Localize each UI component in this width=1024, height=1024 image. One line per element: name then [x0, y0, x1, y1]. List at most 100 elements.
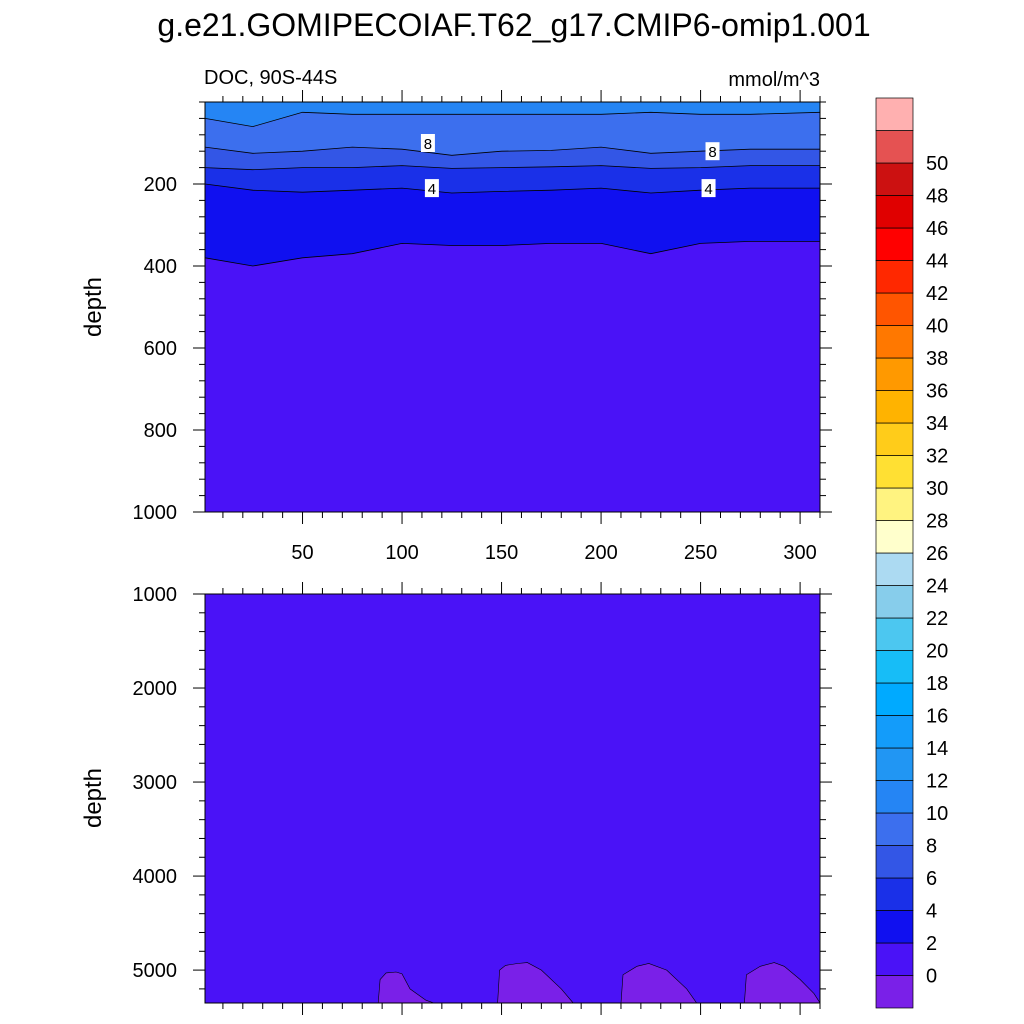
- colorbar-swatch-14: [875, 520, 914, 554]
- colorbar-tick-label-17: 34: [926, 413, 948, 435]
- figure-title: g.e21.GOMIPECOIAF.T62_g17.CMIP6-omip1.00…: [157, 7, 870, 43]
- colorbar-swatch-16: [875, 455, 914, 489]
- upper-band-below-2: [205, 241, 820, 512]
- colorbar-swatch-8: [875, 715, 914, 749]
- upper-x-tick-label-0: 50: [291, 542, 313, 564]
- colorbar-swatch-6: [875, 780, 914, 814]
- upper-y-tick-label-1: 400: [144, 256, 177, 278]
- lower-frame: [204, 593, 821, 1004]
- upper-y-tick-label-3: 800: [144, 420, 177, 442]
- lower-y-tick-label-2: 3000: [133, 772, 178, 794]
- panel-units-label: mmol/m^3: [728, 69, 820, 91]
- colorbar-swatch-0: [875, 975, 914, 1009]
- colorbar-tick-label-22: 44: [926, 251, 948, 273]
- colorbar-swatch-3: [875, 877, 914, 911]
- colorbar-tick-label-24: 48: [926, 186, 948, 208]
- colorbar-tick-label-2: 4: [926, 901, 937, 923]
- contour-line-10: [205, 111, 820, 128]
- upper-y-tick-label-2: 600: [144, 338, 177, 360]
- upper-y-axis-title: depth: [80, 277, 107, 337]
- lower-y-tick-label-4: 5000: [133, 960, 178, 982]
- colorbar-tick-label-21: 42: [926, 283, 948, 305]
- colorbar-tick-label-23: 46: [926, 218, 948, 240]
- upper-panel: 8 4 8 4 50 100 150 200 250 300 200 400 600 800 1000: [133, 90, 832, 564]
- colorbar-tick-label-18: 36: [926, 381, 948, 403]
- lower-y-axis-title: depth: [80, 768, 107, 828]
- upper-y-tick-label-0: 200: [144, 174, 177, 196]
- colorbar-swatch-9: [875, 682, 914, 716]
- colorbar-swatch-11: [875, 617, 914, 651]
- colorbar-tick-label-16: 32: [926, 446, 948, 468]
- contour-line-4: [205, 183, 820, 194]
- colorbar-swatch-13: [875, 552, 914, 586]
- colorbar-tick-label-0: 0: [926, 966, 937, 988]
- colorbar-swatch-21: [875, 292, 914, 326]
- colorbar-tick-label-19: 38: [926, 348, 948, 370]
- lower-y-tick-label-1: 2000: [133, 678, 178, 700]
- contour-line-2: [205, 241, 820, 267]
- upper-x-tick-label-3: 200: [584, 542, 617, 564]
- colorbar-swatch-26: [875, 130, 914, 164]
- colorbar-swatch-22: [875, 260, 914, 294]
- contour-label-2: 8: [705, 142, 720, 161]
- colorbar-swatch-19: [875, 357, 914, 391]
- colorbar-swatch-10: [875, 650, 914, 684]
- svg-text:4: 4: [704, 181, 712, 198]
- colorbar-swatch-7: [875, 747, 914, 781]
- contour-label-3: 4: [701, 179, 716, 198]
- colorbar-tick-label-8: 16: [926, 706, 948, 728]
- colorbar-tick-label-7: 14: [926, 738, 948, 760]
- colorbar-tick-label-4: 8: [926, 836, 937, 858]
- colorbar-tick-label-14: 28: [926, 511, 948, 533]
- colorbar-tick-label-20: 40: [926, 316, 948, 338]
- upper-x-tick-label-2: 150: [485, 542, 518, 564]
- bottom-patch-1: [497, 962, 574, 1004]
- colorbar-tick-label-25: 50: [926, 153, 948, 175]
- svg-text:4: 4: [428, 181, 436, 198]
- colorbar-tick-label-5: 10: [926, 803, 948, 825]
- upper-x-tick-label-5: 300: [783, 542, 816, 564]
- lower-panel: 1000 2000 3000 4000 5000: [133, 582, 832, 1015]
- colorbar-swatch-4: [875, 845, 914, 879]
- colorbar-swatch-1: [875, 942, 914, 976]
- contour-label-1: 4: [424, 179, 439, 198]
- colorbar-swatch-24: [875, 195, 914, 229]
- panel-variable-label: DOC, 90S-44S: [204, 67, 337, 89]
- colorbar-tick-label-10: 20: [926, 641, 948, 663]
- contour-label-0: 8: [420, 134, 435, 153]
- colorbar-tick-label-9: 18: [926, 673, 948, 695]
- upper-x-tick-label-4: 250: [684, 542, 717, 564]
- colorbar-swatch-2: [875, 910, 914, 944]
- colorbar-swatch-5: [875, 812, 914, 846]
- svg-text:8: 8: [708, 144, 716, 161]
- colorbar-tick-label-13: 26: [926, 543, 948, 565]
- colorbar-tick-label-11: 22: [926, 608, 948, 630]
- colorbar-swatch-23: [875, 227, 914, 261]
- lower-y-tick-label-3: 4000: [133, 866, 178, 888]
- upper-x-tick-label-1: 100: [385, 542, 418, 564]
- colorbar-swatch-25: [875, 162, 914, 196]
- contour-line-8: [205, 146, 820, 156]
- colorbar-tick-label-1: 2: [926, 933, 937, 955]
- colorbar-swatch-17: [875, 422, 914, 456]
- bottom-patch-3: [744, 962, 821, 1004]
- colorbar: 0246810121416182022242628303234363840424…: [875, 97, 948, 1009]
- colorbar-tick-label-3: 6: [926, 868, 937, 890]
- lower-y-tick-label-0: 1000: [133, 584, 178, 606]
- upper-frame: [204, 101, 821, 513]
- colorbar-tick-label-12: 24: [926, 576, 948, 598]
- svg-text:8: 8: [424, 136, 432, 153]
- upper-y-tick-label-4: 1000: [133, 502, 178, 524]
- colorbar-tick-label-15: 30: [926, 478, 948, 500]
- lower-background-band: [205, 594, 820, 1003]
- colorbar-tick-label-6: 12: [926, 771, 948, 793]
- colorbar-swatch-27: [875, 97, 914, 131]
- colorbar-swatch-12: [875, 585, 914, 619]
- colorbar-swatch-15: [875, 487, 914, 521]
- colorbar-swatch-18: [875, 390, 914, 424]
- bottom-patch-2: [620, 963, 698, 1004]
- bottom-patch-0: [377, 971, 434, 1004]
- contour-line-6: [205, 165, 820, 171]
- colorbar-swatch-20: [875, 325, 914, 359]
